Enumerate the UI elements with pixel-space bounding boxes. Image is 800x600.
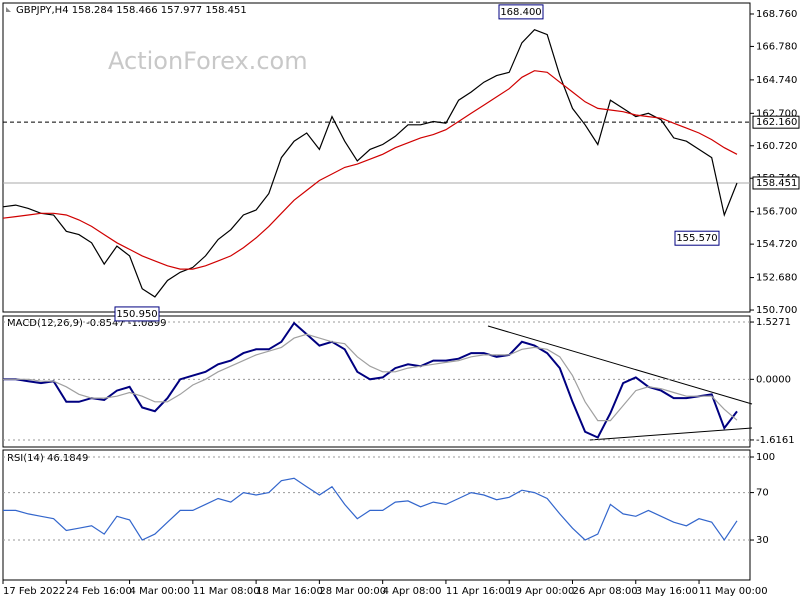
trendline [589,427,753,441]
annotation-label: 155.570 [676,233,717,244]
annotation-label: 168.400 [500,7,541,18]
y-tick-label: 156.700 [756,207,797,218]
series-line [3,333,738,422]
trendline [487,325,753,405]
x-tick-label: 24 Feb 16:00 [66,586,132,597]
x-tick-label: 4 Mar 00:00 [130,586,190,597]
series-line [2,70,738,270]
y-tick-label: 0.0000 [756,374,791,385]
x-tick-label: 11 Mar 08:00 [193,586,260,597]
y-tick-label: 166.780 [756,41,797,52]
x-tick-label: 11 May 00:00 [699,586,768,597]
y-tick-label: 30 [756,535,769,546]
current-price-box [752,176,800,190]
rsi-title: RSI(14) 46.1849 [7,453,88,464]
y-tick-label: 162.700 [756,108,797,119]
annotation-label: 150.950 [116,309,157,320]
y-tick-label: 100 [756,452,775,463]
y-tick-label: 168.760 [756,9,797,20]
symbol-icon [6,7,11,12]
series-line [3,477,738,542]
x-tick-label: 11 Apr 16:00 [446,586,511,597]
price-title: GBPJPY,H4 158.284 158.466 157.977 158.45… [16,5,247,16]
x-tick-label: 17 Feb 2022 [3,586,65,597]
rsi-panel [2,449,751,581]
y-tick-label: 70 [756,488,769,499]
y-tick-label: 152.680 [756,273,797,284]
level-label: 162.160 [756,117,797,128]
macd-title: MACD(12,26,9) -0.8547 -1.0899 [7,318,167,329]
y-tick-label: 154.720 [756,239,797,250]
macd-panel [2,315,751,448]
annotation-box [498,4,544,20]
y-tick-label: 164.740 [756,75,797,86]
annotation-box [674,230,720,246]
y-tick-label: 150.700 [756,305,797,316]
x-tick-label: 18 Mar 16:00 [256,586,323,597]
series-line [2,28,738,298]
x-tick-label: 3 May 16:00 [636,586,698,597]
y-tick-label: 1.5271 [756,317,791,328]
price-panel [2,2,751,313]
watermark: ActionForex.com [108,47,308,75]
x-tick-label: 4 Apr 08:00 [383,586,442,597]
series-line [3,321,738,439]
x-tick-label: 28 Mar 00:00 [319,586,386,597]
y-tick-label: 160.720 [756,141,797,152]
annotation-box [114,306,160,322]
y-tick-label: -1.6161 [756,435,795,446]
level-label-box [752,115,800,129]
x-tick-label: 19 Apr 00:00 [509,586,574,597]
x-tick-label: 26 Apr 08:00 [572,586,637,597]
current-price-label: 158.451 [756,178,797,189]
